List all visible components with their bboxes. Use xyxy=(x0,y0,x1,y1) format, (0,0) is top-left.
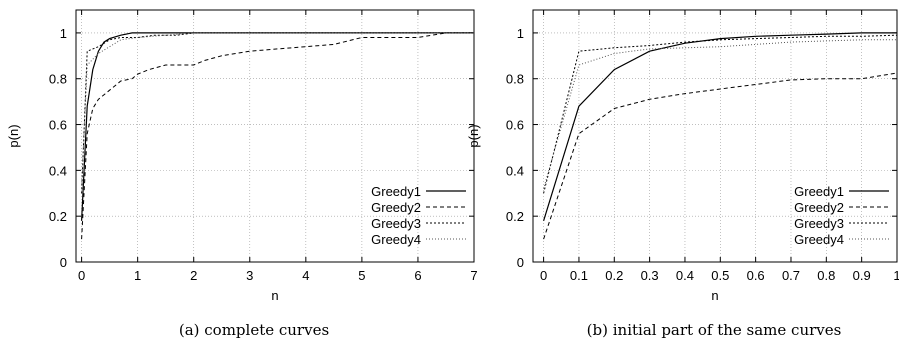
series-line-greedy4 xyxy=(81,32,474,189)
series-line-greedy2 xyxy=(81,32,474,240)
x-tick-label: 0.9 xyxy=(853,268,871,283)
y-tick-label: 0.8 xyxy=(49,72,67,87)
series-line-greedy1 xyxy=(81,32,474,221)
panel-b: 0 0.1 0.2 0.3 0.4 0.5 0.6 0.7 0.8 0.9 1 0 0.2 0.4 0.6 0… xyxy=(466,9,899,339)
y-axis-label: p(n) xyxy=(6,124,21,147)
x-tick-label: 0.3 xyxy=(641,268,659,283)
x-tick-label: 0 xyxy=(540,268,547,283)
panel-caption: (b) initial part of the same curves xyxy=(587,321,842,339)
x-tick-label: 0.6 xyxy=(747,268,765,283)
x-tick-label: 1 xyxy=(893,268,899,283)
x-tick-label: 0.1 xyxy=(570,268,588,283)
legend-label: Greedy1 xyxy=(371,184,421,199)
series-line-greedy4 xyxy=(543,39,897,189)
panel-caption: (a) complete curves xyxy=(179,321,329,339)
legend-label: Greedy4 xyxy=(371,232,421,247)
x-tick-label: 0.7 xyxy=(782,268,800,283)
series-line-greedy3 xyxy=(81,32,474,194)
y-tick-label: 1 xyxy=(60,26,67,41)
x-tick-label: 0.2 xyxy=(605,268,623,283)
y-tick-label: 0 xyxy=(517,255,524,270)
y-tick-label: 0.8 xyxy=(506,72,524,87)
x-tick-label: 1 xyxy=(134,268,141,283)
series-line-greedy1 xyxy=(543,32,897,221)
y-axis-label: p(n) xyxy=(466,124,481,147)
legend-label: Greedy1 xyxy=(794,184,844,199)
x-tick-label: 4 xyxy=(302,268,309,283)
x-tick-label: 2 xyxy=(190,268,197,283)
plot-frame xyxy=(532,9,898,263)
legend-label: Greedy2 xyxy=(371,200,421,215)
y-tick-label: 0.2 xyxy=(49,209,67,224)
series-line-greedy3 xyxy=(543,34,897,194)
x-tick-label: 7 xyxy=(470,268,477,283)
legend-label: Greedy4 xyxy=(794,232,844,247)
legend-label: Greedy3 xyxy=(371,216,421,231)
x-tick-label: 3 xyxy=(246,268,253,283)
x-tick-label: 0.8 xyxy=(817,268,835,283)
panel-a: 0 1 2 3 4 5 6 700.20.40.60.81np(n)Greedy1Greedy… xyxy=(6,9,478,339)
x-tick-label: 0 xyxy=(78,268,85,283)
x-tick-label: 0.5 xyxy=(711,268,729,283)
legend-label: Greedy3 xyxy=(794,216,844,231)
y-tick-label: 0.4 xyxy=(506,163,524,178)
x-axis-label: n xyxy=(271,288,278,303)
series-line-greedy2 xyxy=(543,72,897,240)
y-tick-label: 1 xyxy=(517,26,524,41)
y-tick-label: 0.6 xyxy=(506,118,524,133)
x-axis-label: n xyxy=(711,288,718,303)
plot-frame xyxy=(75,9,475,263)
y-tick-label: 0 xyxy=(60,255,67,270)
y-tick-label: 0.4 xyxy=(49,163,67,178)
legend-label: Greedy2 xyxy=(794,200,844,215)
x-tick-label: 5 xyxy=(358,268,365,283)
x-tick-label: 0.4 xyxy=(676,268,694,283)
x-tick-label: 6 xyxy=(414,268,421,283)
y-tick-label: 0.2 xyxy=(506,209,524,224)
y-tick-label: 0.6 xyxy=(49,118,67,133)
